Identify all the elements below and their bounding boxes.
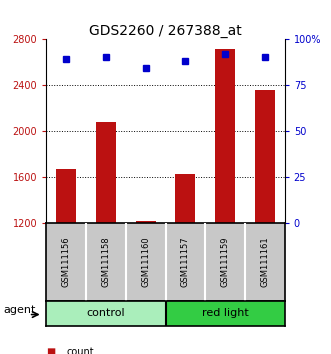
Bar xyxy=(136,221,156,223)
Bar xyxy=(56,169,76,223)
Text: GSM111158: GSM111158 xyxy=(101,236,111,287)
Text: GSM111159: GSM111159 xyxy=(220,237,230,287)
Text: ■: ■ xyxy=(46,347,56,354)
Bar xyxy=(96,122,116,223)
Text: GSM111157: GSM111157 xyxy=(181,236,190,287)
Text: agent: agent xyxy=(3,305,36,315)
Title: GDS2260 / 267388_at: GDS2260 / 267388_at xyxy=(89,24,242,38)
Bar xyxy=(175,173,195,223)
Bar xyxy=(215,49,235,223)
Text: control: control xyxy=(87,308,125,318)
Text: GSM111160: GSM111160 xyxy=(141,236,150,287)
Text: GSM111156: GSM111156 xyxy=(62,236,71,287)
Text: red light: red light xyxy=(202,308,249,318)
Text: GSM111161: GSM111161 xyxy=(260,236,269,287)
Bar xyxy=(166,301,285,326)
Bar xyxy=(255,90,275,223)
Text: count: count xyxy=(66,347,94,354)
